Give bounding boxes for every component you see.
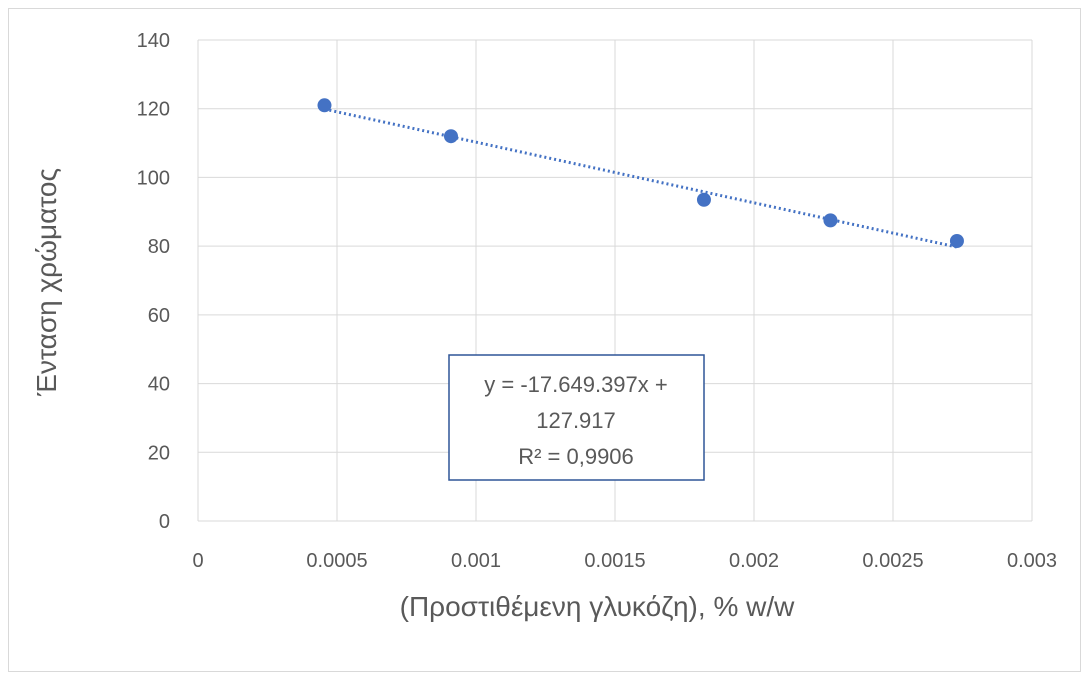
y-tick-label: 120 bbox=[137, 99, 170, 121]
equation-line-2: 127.917 bbox=[536, 408, 616, 433]
y-tick-labels: 0 20 40 60 80 100 120 140 bbox=[137, 30, 170, 533]
equation-line-1: y = -17.649.397x + bbox=[484, 372, 667, 397]
y-tick-label: 80 bbox=[148, 236, 170, 258]
y-tick-label: 100 bbox=[137, 167, 170, 189]
data-point bbox=[696, 192, 711, 207]
y-tick-label: 0 bbox=[159, 511, 170, 533]
y-tick-label: 20 bbox=[148, 442, 170, 464]
trendline-equation-box: y = -17.649.397x + 127.917 R² = 0,9906 bbox=[448, 354, 705, 481]
data-points bbox=[317, 98, 964, 248]
x-tick-label: 0.0005 bbox=[306, 550, 367, 572]
x-tick-label: 0.0015 bbox=[584, 550, 645, 572]
trendline-layer bbox=[324, 107, 958, 249]
x-tick-label: 0 bbox=[192, 550, 203, 572]
trendline bbox=[324, 107, 958, 249]
data-point bbox=[823, 213, 838, 228]
y-tick-label: 40 bbox=[148, 374, 170, 396]
data-point bbox=[949, 233, 964, 248]
x-tick-label: 0.002 bbox=[729, 550, 779, 572]
data-point bbox=[443, 129, 458, 144]
x-tick-label: 0.003 bbox=[1007, 550, 1057, 572]
equation-box-border bbox=[448, 354, 705, 481]
chart-area bbox=[8, 8, 1081, 672]
y-tick-label: 60 bbox=[148, 305, 170, 327]
y-axis-title: Ένταση χρώματος bbox=[31, 168, 62, 397]
data-point bbox=[317, 98, 332, 113]
x-tick-label: 0.0025 bbox=[862, 550, 923, 572]
y-tick-label: 140 bbox=[137, 30, 170, 52]
x-axis-title: (Προστιθέμενη γλυκόζη), % w/w bbox=[400, 591, 795, 622]
x-tick-labels: 0 0.0005 0.001 0.0015 0.002 0.0025 0.003 bbox=[192, 550, 1057, 572]
gridlines bbox=[197, 39, 1033, 522]
r-squared-label: R² = 0,9906 bbox=[518, 444, 634, 469]
x-tick-label: 0.001 bbox=[451, 550, 501, 572]
